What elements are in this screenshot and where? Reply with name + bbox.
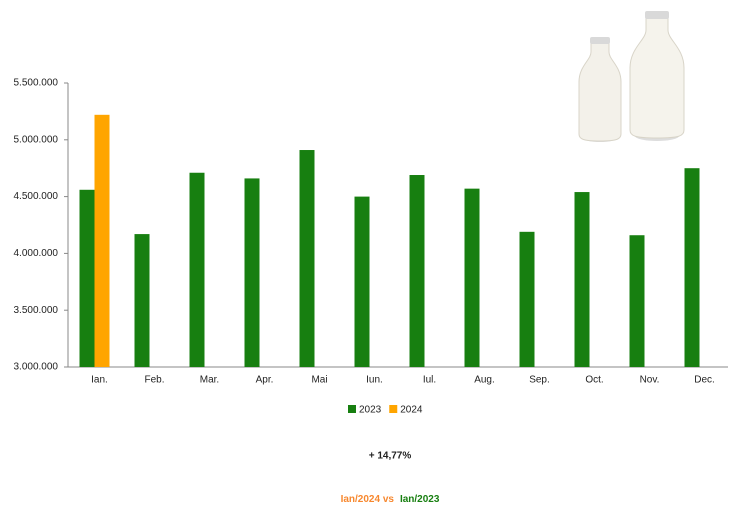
bar: [685, 168, 700, 367]
x-tick-label: Mar.: [200, 375, 219, 386]
bar: [245, 178, 260, 367]
x-tick-label: Mai: [311, 375, 327, 386]
comparison-part: Ian/2024 vs: [341, 494, 395, 505]
x-tick-label: Iul.: [423, 375, 436, 386]
bar: [355, 197, 370, 367]
bar: [465, 189, 480, 367]
chart: 3.000.000 3.500.000 4.000.000 4.500.000 5.00…: [0, 0, 729, 510]
x-tick-label: Feb.: [144, 375, 164, 386]
x-tick-label: Nov.: [640, 375, 660, 386]
bar: [630, 235, 645, 367]
legend-label: 2023: [359, 405, 382, 416]
headline: + 14,77%: [369, 451, 412, 462]
bar: [575, 192, 590, 367]
legend-swatch: [389, 405, 397, 413]
y-tick-label: 3.500.000: [14, 305, 59, 316]
x-tick-label: Aug.: [474, 375, 495, 386]
bar: [190, 173, 205, 367]
milk-bottles: [579, 11, 684, 142]
y-tick-label: 4.500.000: [14, 191, 59, 202]
bar: [410, 175, 425, 367]
legend-swatch: [348, 405, 356, 413]
x-tick-label: Iun.: [366, 375, 383, 386]
comparison: Ian/2024 vs Ian/2023: [341, 494, 440, 505]
comparison-part: Ian/2023: [400, 494, 440, 505]
x-tick-label: Sep.: [529, 375, 550, 386]
x-tick-label: Oct.: [585, 375, 603, 386]
x-tick-label: Dec.: [694, 375, 715, 386]
x-tick-label: Ian.: [91, 375, 108, 386]
bar: [80, 190, 95, 367]
legend-label: 2024: [400, 405, 423, 416]
bar: [300, 150, 315, 367]
y-tick-label: 5.000.000: [14, 134, 59, 145]
y-tick-label: 4.000.000: [14, 248, 59, 259]
x-tick-label: Apr.: [256, 375, 274, 386]
bar: [95, 115, 110, 367]
y-tick-label: 3.000.000: [14, 362, 59, 373]
bar: [520, 232, 535, 367]
bar: [135, 234, 150, 367]
y-tick-label: 5.500.000: [14, 78, 59, 89]
